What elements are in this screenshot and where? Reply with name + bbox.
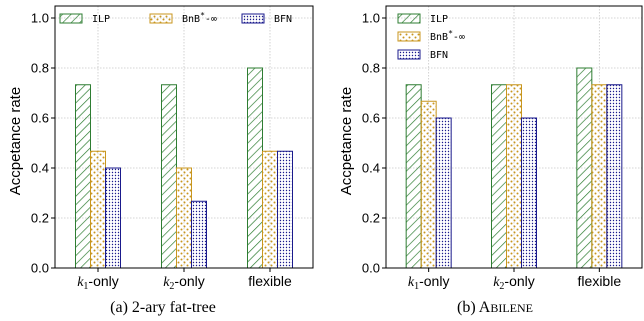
- legend-label: BnB*-∞: [430, 29, 465, 43]
- legend-label: BFN: [274, 14, 292, 25]
- y-tick-label: 0.6: [31, 111, 49, 126]
- chart-panel-b: Accpetance rate 0.0 0.2 0.4 0.6 0.8 1.0 k1-on…: [338, 5, 643, 316]
- caption: (b) ABILENE: [457, 299, 533, 316]
- bar-bnb: [506, 84, 522, 269]
- x-tick-label: flexible: [248, 273, 292, 289]
- legend-swatch: [59, 13, 83, 24]
- y-tick-label: 1.0: [362, 11, 380, 26]
- y-tick-labels: 0.0 0.2 0.4 0.6 0.8 1.0: [31, 11, 55, 276]
- x-tick-labels: k1-only k2-only flexible: [77, 268, 292, 292]
- y-tick-label: 0.8: [362, 61, 380, 76]
- bar-bnb: [420, 100, 437, 269]
- x-tick-label: flexible: [578, 273, 622, 289]
- bar-ilp: [576, 67, 593, 269]
- caption: (a) 2-ary fat-tree: [110, 299, 216, 316]
- y-tick-label: 0.2: [31, 211, 49, 226]
- y-tick-label: 0.4: [31, 161, 49, 176]
- bar-ilp: [491, 84, 507, 269]
- bar-ilp: [161, 84, 177, 269]
- bar-bnb: [90, 150, 106, 269]
- x-tick-label: k2-only: [493, 273, 535, 292]
- bars: [75, 67, 293, 269]
- legend-swatch: [149, 13, 173, 24]
- bar-bfn: [105, 167, 121, 269]
- bar-ilp: [247, 67, 263, 269]
- x-tick-label: k1-only: [408, 273, 450, 292]
- bar-bfn: [191, 200, 207, 269]
- legend-label: BFN: [430, 50, 448, 61]
- legend-swatch: [397, 13, 421, 24]
- y-axis-title: Accpetance rate: [7, 87, 24, 195]
- y-tick-label: 0.4: [362, 161, 380, 176]
- y-tick-label: 1.0: [31, 11, 49, 26]
- y-tick-label: 0.0: [362, 261, 380, 276]
- bars: [405, 67, 623, 269]
- bar-bnb: [176, 167, 192, 269]
- legend-swatch: [241, 13, 265, 24]
- bar-ilp: [75, 84, 91, 269]
- bar-bfn: [277, 150, 293, 269]
- y-axis-title: Accpetance rate: [338, 87, 355, 195]
- bar-bfn: [606, 84, 623, 269]
- bar-bnb: [262, 150, 278, 269]
- chart-panel-a: Accpetance rate 0.0 0.2 0.4 0.6 0.8 1.0 k1-on…: [7, 5, 314, 316]
- bar-bnb: [591, 84, 608, 269]
- legend: ILP BnB*-∞ BFN: [59, 11, 292, 25]
- y-tick-label: 0.8: [31, 61, 49, 76]
- bar-ilp: [405, 84, 422, 269]
- bar-bfn: [521, 117, 537, 269]
- y-tick-label: 0.2: [362, 211, 380, 226]
- legend-label: ILP: [430, 14, 448, 25]
- legend-swatch: [397, 49, 421, 60]
- x-tick-label: k1-only: [77, 273, 119, 292]
- y-tick-label: 0.6: [362, 111, 380, 126]
- legend-label: ILP: [92, 14, 110, 25]
- y-tick-label: 0.0: [31, 261, 49, 276]
- legend-label: BnB*-∞: [182, 11, 217, 25]
- x-tick-label: k2-only: [163, 273, 205, 292]
- legend-swatch: [397, 31, 421, 42]
- x-tick-labels: k1-only k2-only flexible: [408, 268, 621, 292]
- legend: ILP BnB*-∞ BFN: [397, 13, 465, 61]
- y-tick-labels: 0.0 0.2 0.4 0.6 0.8 1.0: [362, 11, 386, 276]
- bar-bfn: [435, 117, 452, 269]
- caption-smallcaps: BILENE: [490, 301, 533, 315]
